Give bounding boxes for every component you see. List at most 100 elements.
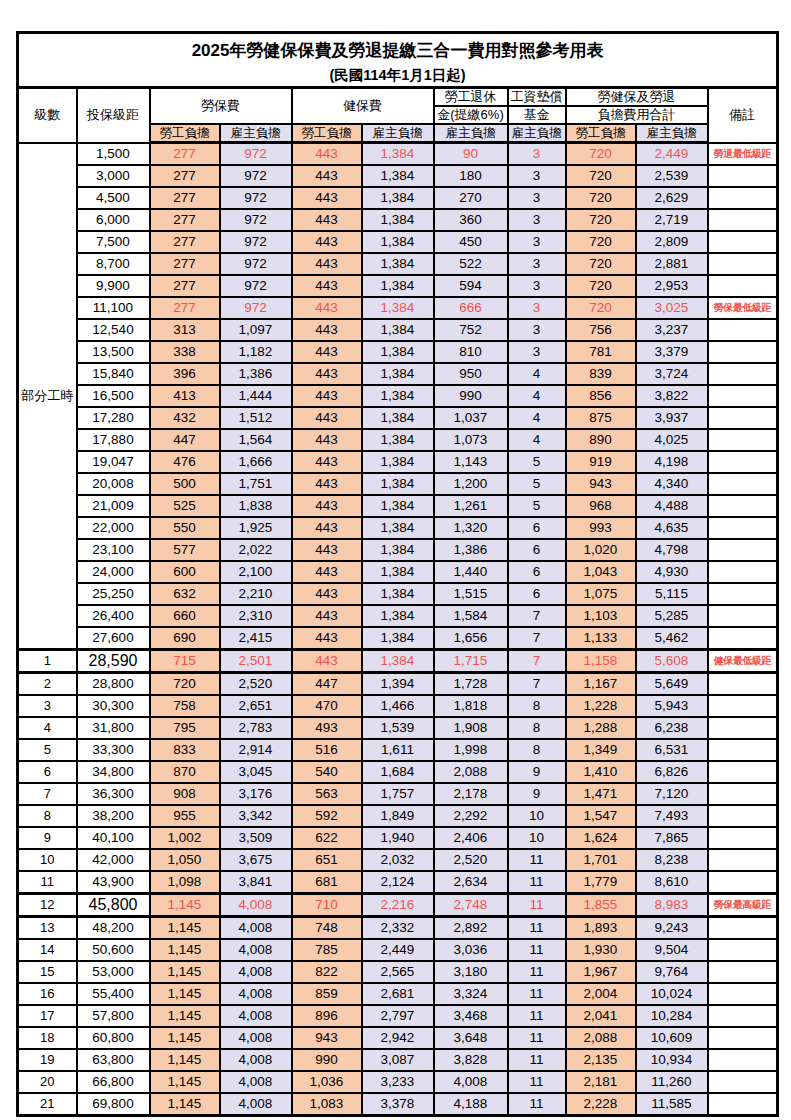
cell-labor-emp: 833 (150, 739, 220, 761)
cell-wage-fund-er: 11 (508, 894, 566, 917)
cell-remark (708, 517, 778, 539)
cell-wage-fund-er: 6 (508, 517, 566, 539)
cell-health-er: 3,087 (362, 1049, 434, 1071)
cell-wage-fund-er: 3 (508, 209, 566, 231)
cell-total-er: 8,238 (636, 849, 708, 871)
cell-labor-er: 4,008 (220, 939, 292, 961)
cell-total-er: 10,024 (636, 983, 708, 1005)
col-header-health-insurance: 健保費 (292, 88, 434, 125)
cell-total-emp: 968 (566, 495, 636, 517)
cell-health-er: 1,384 (362, 341, 434, 363)
subheader-health-employer: 雇主負擔 (362, 124, 434, 143)
cell-total-emp: 1,075 (566, 583, 636, 605)
cell-pension-er: 2,178 (434, 783, 508, 805)
cell-remark (708, 673, 778, 696)
cell-health-emp: 710 (292, 894, 362, 917)
cell-pension-er: 270 (434, 187, 508, 209)
cell-pension-er: 522 (434, 253, 508, 275)
cell-total-er: 4,930 (636, 561, 708, 583)
table-row: 19,0474761,6664431,3841,14359194,198 (18, 451, 778, 473)
cell-health-er: 1,684 (362, 761, 434, 783)
cell-bracket: 38,200 (77, 805, 150, 827)
cell-bracket: 42,000 (77, 849, 150, 871)
cell-total-emp: 1,967 (566, 961, 636, 983)
cell-pension-er: 2,634 (434, 871, 508, 894)
cell-labor-emp: 1,145 (150, 1071, 220, 1093)
cell-wage-fund-er: 3 (508, 275, 566, 297)
cell-wage-fund-er: 5 (508, 451, 566, 473)
title-row: 2025年勞健保保費及勞退提繳三合一費用對照參考用表 (民國114年1月1日起) (18, 33, 778, 88)
cell-labor-emp: 1,098 (150, 871, 220, 894)
cell-wage-fund-er: 10 (508, 827, 566, 849)
table-row: 2066,8001,1454,0081,0363,2334,008112,181… (18, 1071, 778, 1093)
cell-labor-emp: 432 (150, 407, 220, 429)
table-row: 25,2506322,2104431,3841,51561,0755,115 (18, 583, 778, 605)
cell-total-er: 2,719 (636, 209, 708, 231)
table-row: 11,1002779724431,38466637203,025勞保最低級距 (18, 297, 778, 319)
cell-total-emp: 720 (566, 297, 636, 319)
cell-total-emp: 1,043 (566, 561, 636, 583)
cell-health-er: 1,384 (362, 231, 434, 253)
cell-total-emp: 756 (566, 319, 636, 341)
cell-total-emp: 720 (566, 165, 636, 187)
table-row: 228,8007202,5204471,3941,72871,1675,649 (18, 673, 778, 696)
cell-level: 18 (18, 1027, 77, 1049)
cell-health-er: 2,124 (362, 871, 434, 894)
cell-total-emp: 720 (566, 231, 636, 253)
cell-labor-er: 972 (220, 297, 292, 319)
cell-health-er: 1,384 (362, 495, 434, 517)
cell-total-er: 6,531 (636, 739, 708, 761)
cell-bracket: 9,900 (77, 275, 150, 297)
cell-health-emp: 1,083 (292, 1093, 362, 1116)
cell-remark (708, 561, 778, 583)
cell-wage-fund-er: 8 (508, 695, 566, 717)
cell-health-er: 1,384 (362, 517, 434, 539)
cell-labor-er: 2,415 (220, 627, 292, 650)
col-header-labor-insurance: 勞保費 (150, 88, 292, 125)
cell-pension-er: 3,180 (434, 961, 508, 983)
cell-remark (708, 961, 778, 983)
cell-pension-er: 1,515 (434, 583, 508, 605)
cell-level: 20 (18, 1071, 77, 1093)
cell-pension-er: 752 (434, 319, 508, 341)
cell-labor-emp: 577 (150, 539, 220, 561)
cell-wage-fund-er: 8 (508, 717, 566, 739)
cell-health-emp: 443 (292, 473, 362, 495)
cell-labor-er: 4,008 (220, 983, 292, 1005)
cell-total-emp: 993 (566, 517, 636, 539)
table-row: 27,6006902,4154431,3841,65671,1335,462 (18, 627, 778, 650)
cell-total-emp: 2,088 (566, 1027, 636, 1049)
cell-bracket: 15,840 (77, 363, 150, 385)
cell-bracket: 33,300 (77, 739, 150, 761)
cell-pension-er: 3,648 (434, 1027, 508, 1049)
table-row: 20,0085001,7514431,3841,20059434,340 (18, 473, 778, 495)
cell-total-emp: 1,133 (566, 627, 636, 650)
cell-labor-er: 972 (220, 275, 292, 297)
cell-health-er: 2,797 (362, 1005, 434, 1027)
title-cell: 2025年勞健保保費及勞退提繳三合一費用對照參考用表 (民國114年1月1日起) (18, 33, 778, 88)
cell-health-emp: 443 (292, 650, 362, 673)
cell-total-er: 11,260 (636, 1071, 708, 1093)
cell-health-er: 1,466 (362, 695, 434, 717)
cell-total-er: 6,238 (636, 717, 708, 739)
cell-wage-fund-er: 5 (508, 473, 566, 495)
cell-labor-er: 3,509 (220, 827, 292, 849)
cell-total-er: 7,120 (636, 783, 708, 805)
cell-health-er: 1,849 (362, 805, 434, 827)
cell-labor-er: 2,022 (220, 539, 292, 561)
cell-bracket: 48,200 (77, 917, 150, 940)
cell-total-emp: 2,041 (566, 1005, 636, 1027)
col-header-pension-line2: 金(提繳6%) (434, 106, 508, 124)
cell-total-emp: 1,547 (566, 805, 636, 827)
cell-health-er: 1,384 (362, 275, 434, 297)
cell-pension-er: 1,998 (434, 739, 508, 761)
cell-labor-er: 972 (220, 253, 292, 275)
table-row: 128,5907152,5014431,3841,71571,1585,608健… (18, 650, 778, 673)
cell-pension-er: 2,520 (434, 849, 508, 871)
cell-bracket: 53,000 (77, 961, 150, 983)
cell-total-er: 4,340 (636, 473, 708, 495)
table-row: 838,2009553,3425921,8492,292101,5477,493 (18, 805, 778, 827)
cell-labor-er: 1,386 (220, 363, 292, 385)
cell-total-er: 4,635 (636, 517, 708, 539)
cell-health-emp: 785 (292, 939, 362, 961)
